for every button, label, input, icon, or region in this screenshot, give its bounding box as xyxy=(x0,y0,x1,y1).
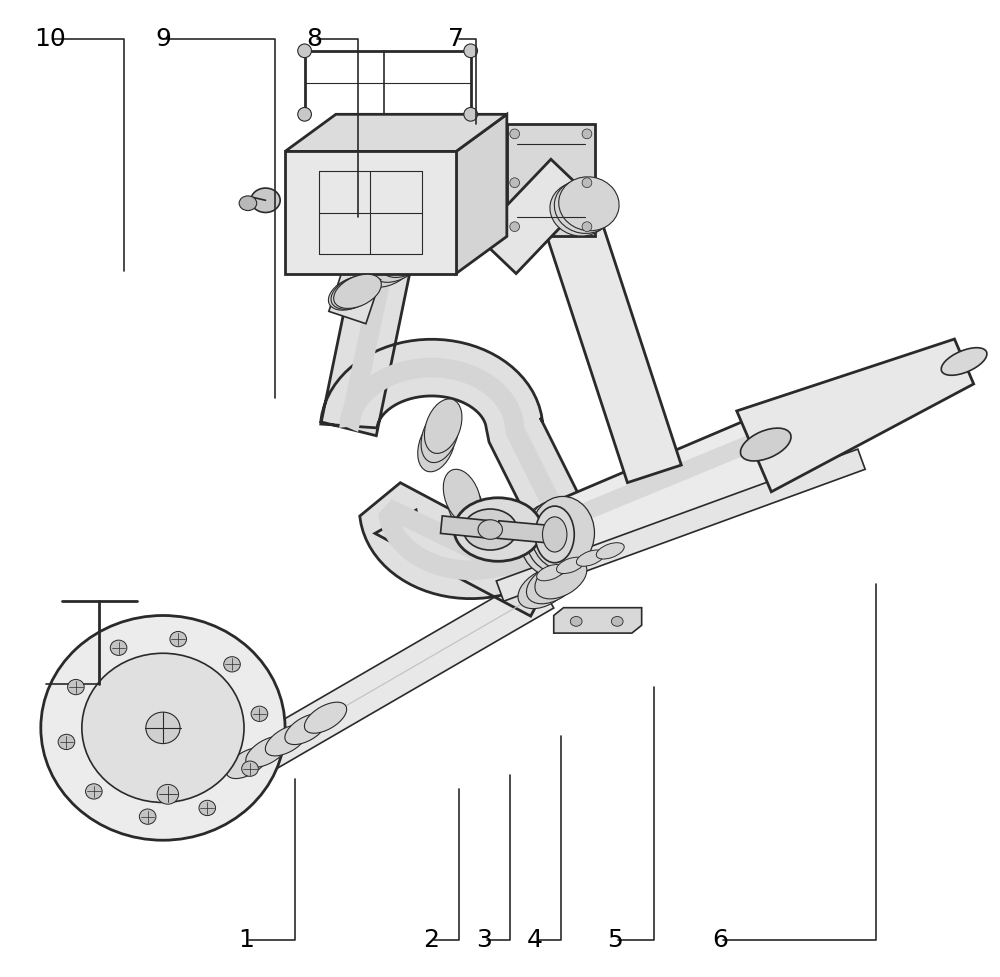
Ellipse shape xyxy=(424,399,462,453)
Polygon shape xyxy=(339,260,563,595)
Ellipse shape xyxy=(331,276,379,310)
Ellipse shape xyxy=(559,177,619,231)
Ellipse shape xyxy=(596,542,624,559)
Ellipse shape xyxy=(531,496,594,570)
Ellipse shape xyxy=(146,712,180,743)
Polygon shape xyxy=(441,516,491,538)
Ellipse shape xyxy=(41,616,285,840)
Ellipse shape xyxy=(464,107,478,121)
Polygon shape xyxy=(543,208,681,483)
Polygon shape xyxy=(550,427,775,532)
Polygon shape xyxy=(321,258,582,616)
Ellipse shape xyxy=(550,182,610,236)
Text: 4: 4 xyxy=(527,928,543,952)
Ellipse shape xyxy=(242,761,258,777)
Text: 3: 3 xyxy=(476,928,492,952)
Polygon shape xyxy=(737,339,974,491)
Ellipse shape xyxy=(224,657,240,672)
Ellipse shape xyxy=(510,222,520,232)
Ellipse shape xyxy=(82,654,244,802)
Ellipse shape xyxy=(526,563,578,604)
Ellipse shape xyxy=(334,275,381,309)
Ellipse shape xyxy=(510,129,520,139)
Ellipse shape xyxy=(464,44,478,58)
Polygon shape xyxy=(496,449,865,601)
Text: 8: 8 xyxy=(306,27,322,51)
Polygon shape xyxy=(329,268,381,323)
Ellipse shape xyxy=(421,408,459,463)
Ellipse shape xyxy=(226,747,268,779)
Text: 5: 5 xyxy=(607,928,623,952)
Text: 9: 9 xyxy=(155,27,171,51)
Ellipse shape xyxy=(535,506,574,563)
Ellipse shape xyxy=(582,129,592,139)
Ellipse shape xyxy=(246,737,288,767)
Ellipse shape xyxy=(86,784,102,799)
Ellipse shape xyxy=(582,222,592,232)
Polygon shape xyxy=(554,608,642,633)
Polygon shape xyxy=(197,574,554,803)
Ellipse shape xyxy=(740,428,791,461)
Ellipse shape xyxy=(576,550,604,567)
Ellipse shape xyxy=(251,189,280,213)
Ellipse shape xyxy=(199,800,216,816)
Ellipse shape xyxy=(251,706,268,721)
Polygon shape xyxy=(477,159,590,274)
Ellipse shape xyxy=(537,565,565,580)
Ellipse shape xyxy=(478,520,502,539)
Ellipse shape xyxy=(450,488,487,542)
Ellipse shape xyxy=(304,702,347,733)
Ellipse shape xyxy=(170,631,187,647)
Ellipse shape xyxy=(447,479,484,533)
Ellipse shape xyxy=(520,502,584,575)
Ellipse shape xyxy=(582,178,592,188)
Ellipse shape xyxy=(298,44,311,58)
Ellipse shape xyxy=(463,509,517,550)
Polygon shape xyxy=(285,151,456,274)
Ellipse shape xyxy=(557,557,584,573)
Ellipse shape xyxy=(542,517,567,552)
Text: 10: 10 xyxy=(35,27,66,51)
Ellipse shape xyxy=(443,469,481,524)
Text: 2: 2 xyxy=(424,928,440,952)
Ellipse shape xyxy=(139,809,156,825)
Ellipse shape xyxy=(454,498,542,561)
Ellipse shape xyxy=(525,499,589,573)
Ellipse shape xyxy=(298,107,311,121)
Ellipse shape xyxy=(554,180,615,234)
Ellipse shape xyxy=(611,616,623,626)
Ellipse shape xyxy=(328,276,376,310)
Ellipse shape xyxy=(941,348,987,375)
Ellipse shape xyxy=(418,417,455,472)
Text: 1: 1 xyxy=(238,928,254,952)
Ellipse shape xyxy=(58,735,75,749)
Polygon shape xyxy=(538,414,787,570)
Polygon shape xyxy=(285,114,507,151)
Ellipse shape xyxy=(364,246,416,287)
Ellipse shape xyxy=(535,558,587,599)
Text: 6: 6 xyxy=(712,928,728,952)
Ellipse shape xyxy=(239,196,257,211)
Ellipse shape xyxy=(285,713,327,744)
Polygon shape xyxy=(456,114,507,274)
Polygon shape xyxy=(507,124,595,236)
Ellipse shape xyxy=(518,568,570,609)
Ellipse shape xyxy=(157,785,179,804)
Ellipse shape xyxy=(110,640,127,656)
Ellipse shape xyxy=(265,725,308,756)
Ellipse shape xyxy=(510,178,520,188)
Ellipse shape xyxy=(381,236,433,277)
Text: 7: 7 xyxy=(448,27,464,51)
Polygon shape xyxy=(497,521,553,543)
Ellipse shape xyxy=(68,679,84,695)
Ellipse shape xyxy=(372,241,424,282)
Ellipse shape xyxy=(570,616,582,626)
